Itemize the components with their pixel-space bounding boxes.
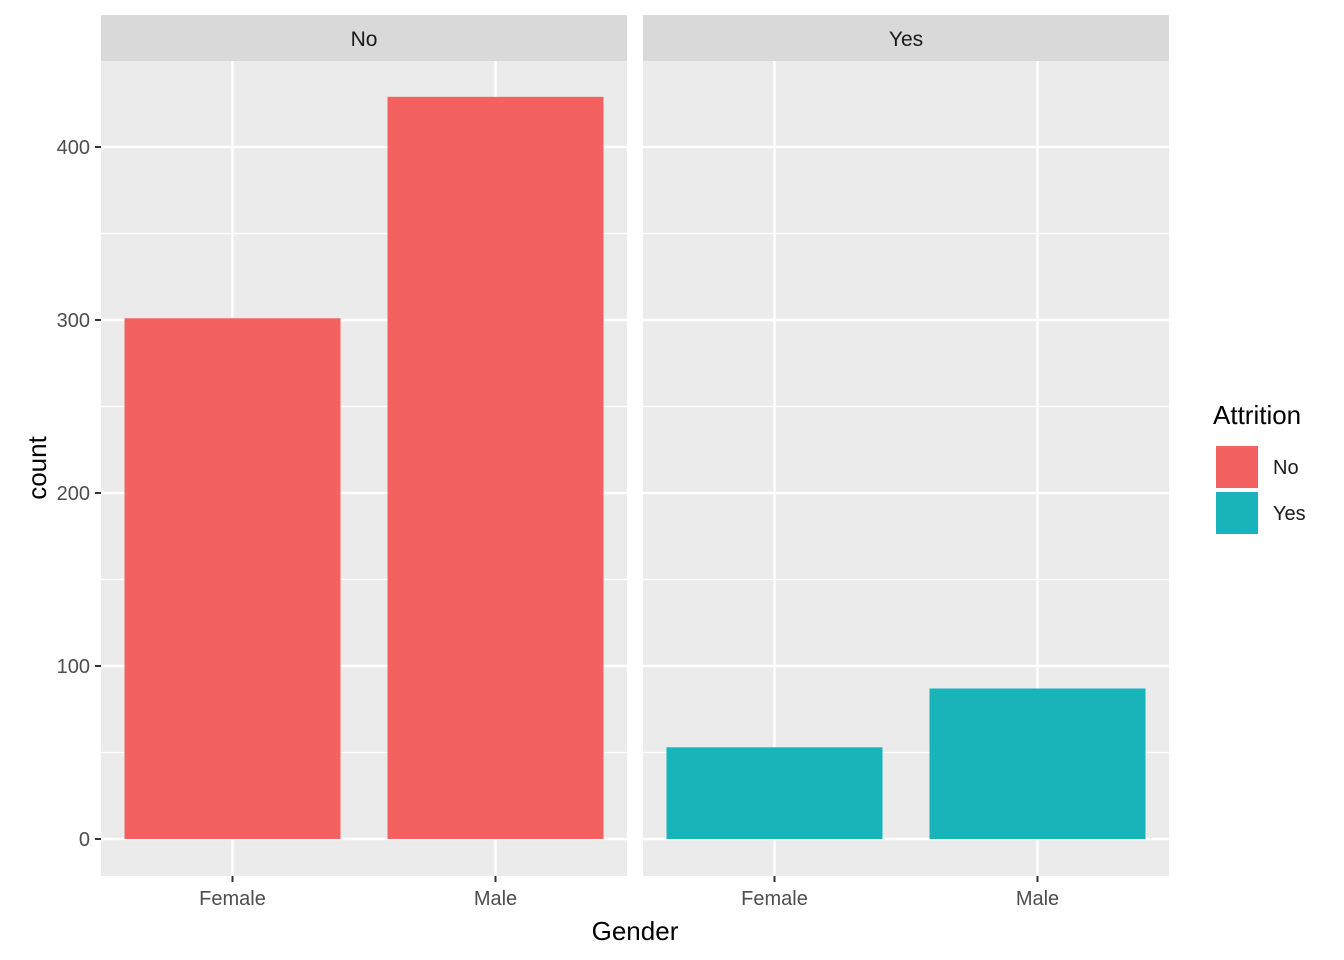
- y-tick-label: 200: [57, 483, 90, 505]
- bar-no-female: [124, 318, 341, 839]
- bar-yes-male: [929, 688, 1146, 839]
- bar-yes-female: [666, 747, 883, 839]
- x-tick-label: Male: [474, 888, 517, 910]
- legend-label-yes: Yes: [1273, 503, 1306, 525]
- legend-label-no: No: [1273, 457, 1299, 479]
- legend-key-no: [1214, 444, 1260, 490]
- bar-no-male: [387, 96, 604, 839]
- y-tick-label: 100: [57, 656, 90, 678]
- facet-strip-label: Yes: [889, 28, 923, 51]
- facet-panel-yes: Yes: [643, 15, 1169, 876]
- facet-strip: [643, 15, 1169, 61]
- legend-key-yes: [1214, 490, 1260, 536]
- y-axis-title: count: [22, 435, 52, 499]
- plot-panels: No Yes: [101, 15, 1169, 876]
- y-tick-label: 400: [57, 137, 90, 159]
- y-tick-label: 0: [79, 829, 90, 851]
- facet-strip-label: No: [351, 28, 378, 51]
- legend: Attrition No Yes: [1213, 400, 1306, 536]
- x-tick-label: Female: [741, 888, 808, 910]
- y-axis: 0 100 200 300 400: [57, 137, 101, 851]
- facet-panel-no: No: [101, 15, 627, 876]
- facet-strip: [101, 15, 627, 61]
- y-tick-label: 300: [57, 310, 90, 332]
- x-axis: Female Male Female Male: [199, 876, 1059, 910]
- x-tick-label: Male: [1016, 888, 1059, 910]
- x-axis-title: Gender: [592, 916, 679, 946]
- x-tick-label: Female: [199, 888, 266, 910]
- legend-title: Attrition: [1213, 400, 1301, 430]
